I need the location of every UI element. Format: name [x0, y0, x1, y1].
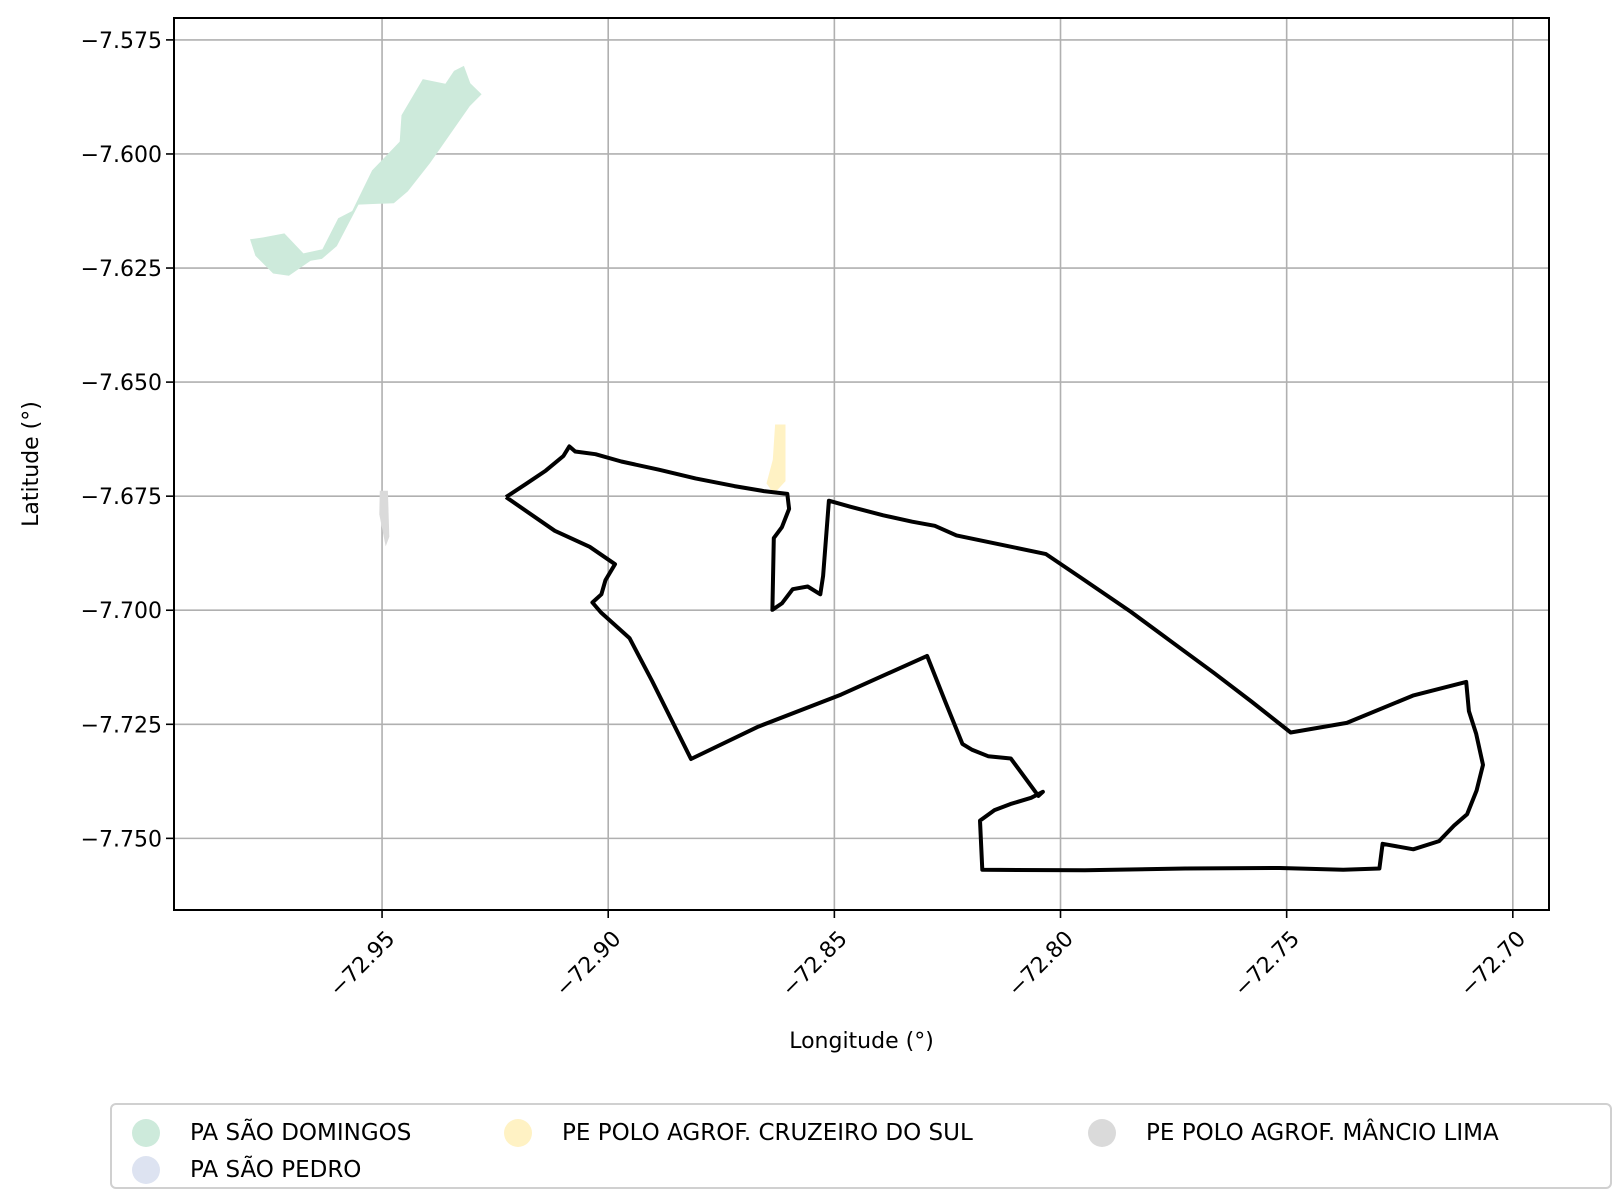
axis-ticks: −72.95 −72.90 −72.85 −72.80 −72.75 −72.70 −7.5… [81, 29, 1531, 1002]
legend-swatch-sao-pedro [132, 1156, 160, 1184]
legend-swatch-cruzeiro-do-sul [504, 1119, 532, 1147]
legend-label: PE POLO AGROF. MÂNCIO LIMA [1146, 1120, 1499, 1146]
y-tick-label: −7.675 [81, 485, 162, 510]
x-tick-label: −72.95 [325, 927, 400, 1002]
x-tick-label: −72.70 [1456, 927, 1531, 1002]
plot-frame [173, 17, 1550, 911]
y-tick-label: −7.625 [81, 257, 162, 282]
legend-label: PA SÃO PEDRO [190, 1157, 362, 1183]
y-tick-label: −7.725 [81, 713, 162, 738]
y-tick-label: −7.600 [81, 143, 162, 168]
y-tick-label: −7.750 [81, 827, 162, 852]
x-tick-label: −72.85 [777, 927, 852, 1002]
legend-swatch-sao-domingos [132, 1119, 160, 1147]
legend: PA SÃO DOMINGOS PE POLO AGROF. CRUZEIRO … [110, 1103, 1612, 1189]
x-axis-title: Longitude (°) [789, 1029, 934, 1054]
legend-item-mancio-lima: PE POLO AGROF. MÂNCIO LIMA [1068, 1115, 1499, 1151]
legend-item-sao-domingos: PA SÃO DOMINGOS [112, 1115, 411, 1151]
y-axis-title: Latitude (°) [19, 401, 44, 527]
legend-label: PA SÃO DOMINGOS [190, 1120, 412, 1146]
x-tick-label: −72.90 [551, 927, 626, 1002]
y-tick-label: −7.575 [81, 29, 162, 54]
boundary-outline [504, 444, 1485, 873]
gridlines [174, 18, 1549, 910]
x-tick-label: −72.75 [1230, 927, 1305, 1002]
area-polygons [250, 65, 786, 547]
area-pe-polo-agrof-mancio-lima [379, 490, 390, 547]
boundary-line [504, 444, 1485, 873]
y-tick-label: −7.700 [81, 599, 162, 624]
legend-item-cruzeiro-do-sul: PE POLO AGROF. CRUZEIRO DO SUL [484, 1115, 973, 1151]
area-pa-sao-domingos [250, 65, 482, 276]
legend-item-sao-pedro: PA SÃO PEDRO [112, 1152, 361, 1188]
legend-swatch-mancio-lima [1088, 1119, 1116, 1147]
area-pe-polo-agrof-cruzeiro-do-sul [766, 424, 786, 494]
y-tick-label: −7.650 [81, 371, 162, 396]
x-tick-label: −72.80 [1004, 927, 1079, 1002]
legend-label: PE POLO AGROF. CRUZEIRO DO SUL [562, 1120, 973, 1146]
